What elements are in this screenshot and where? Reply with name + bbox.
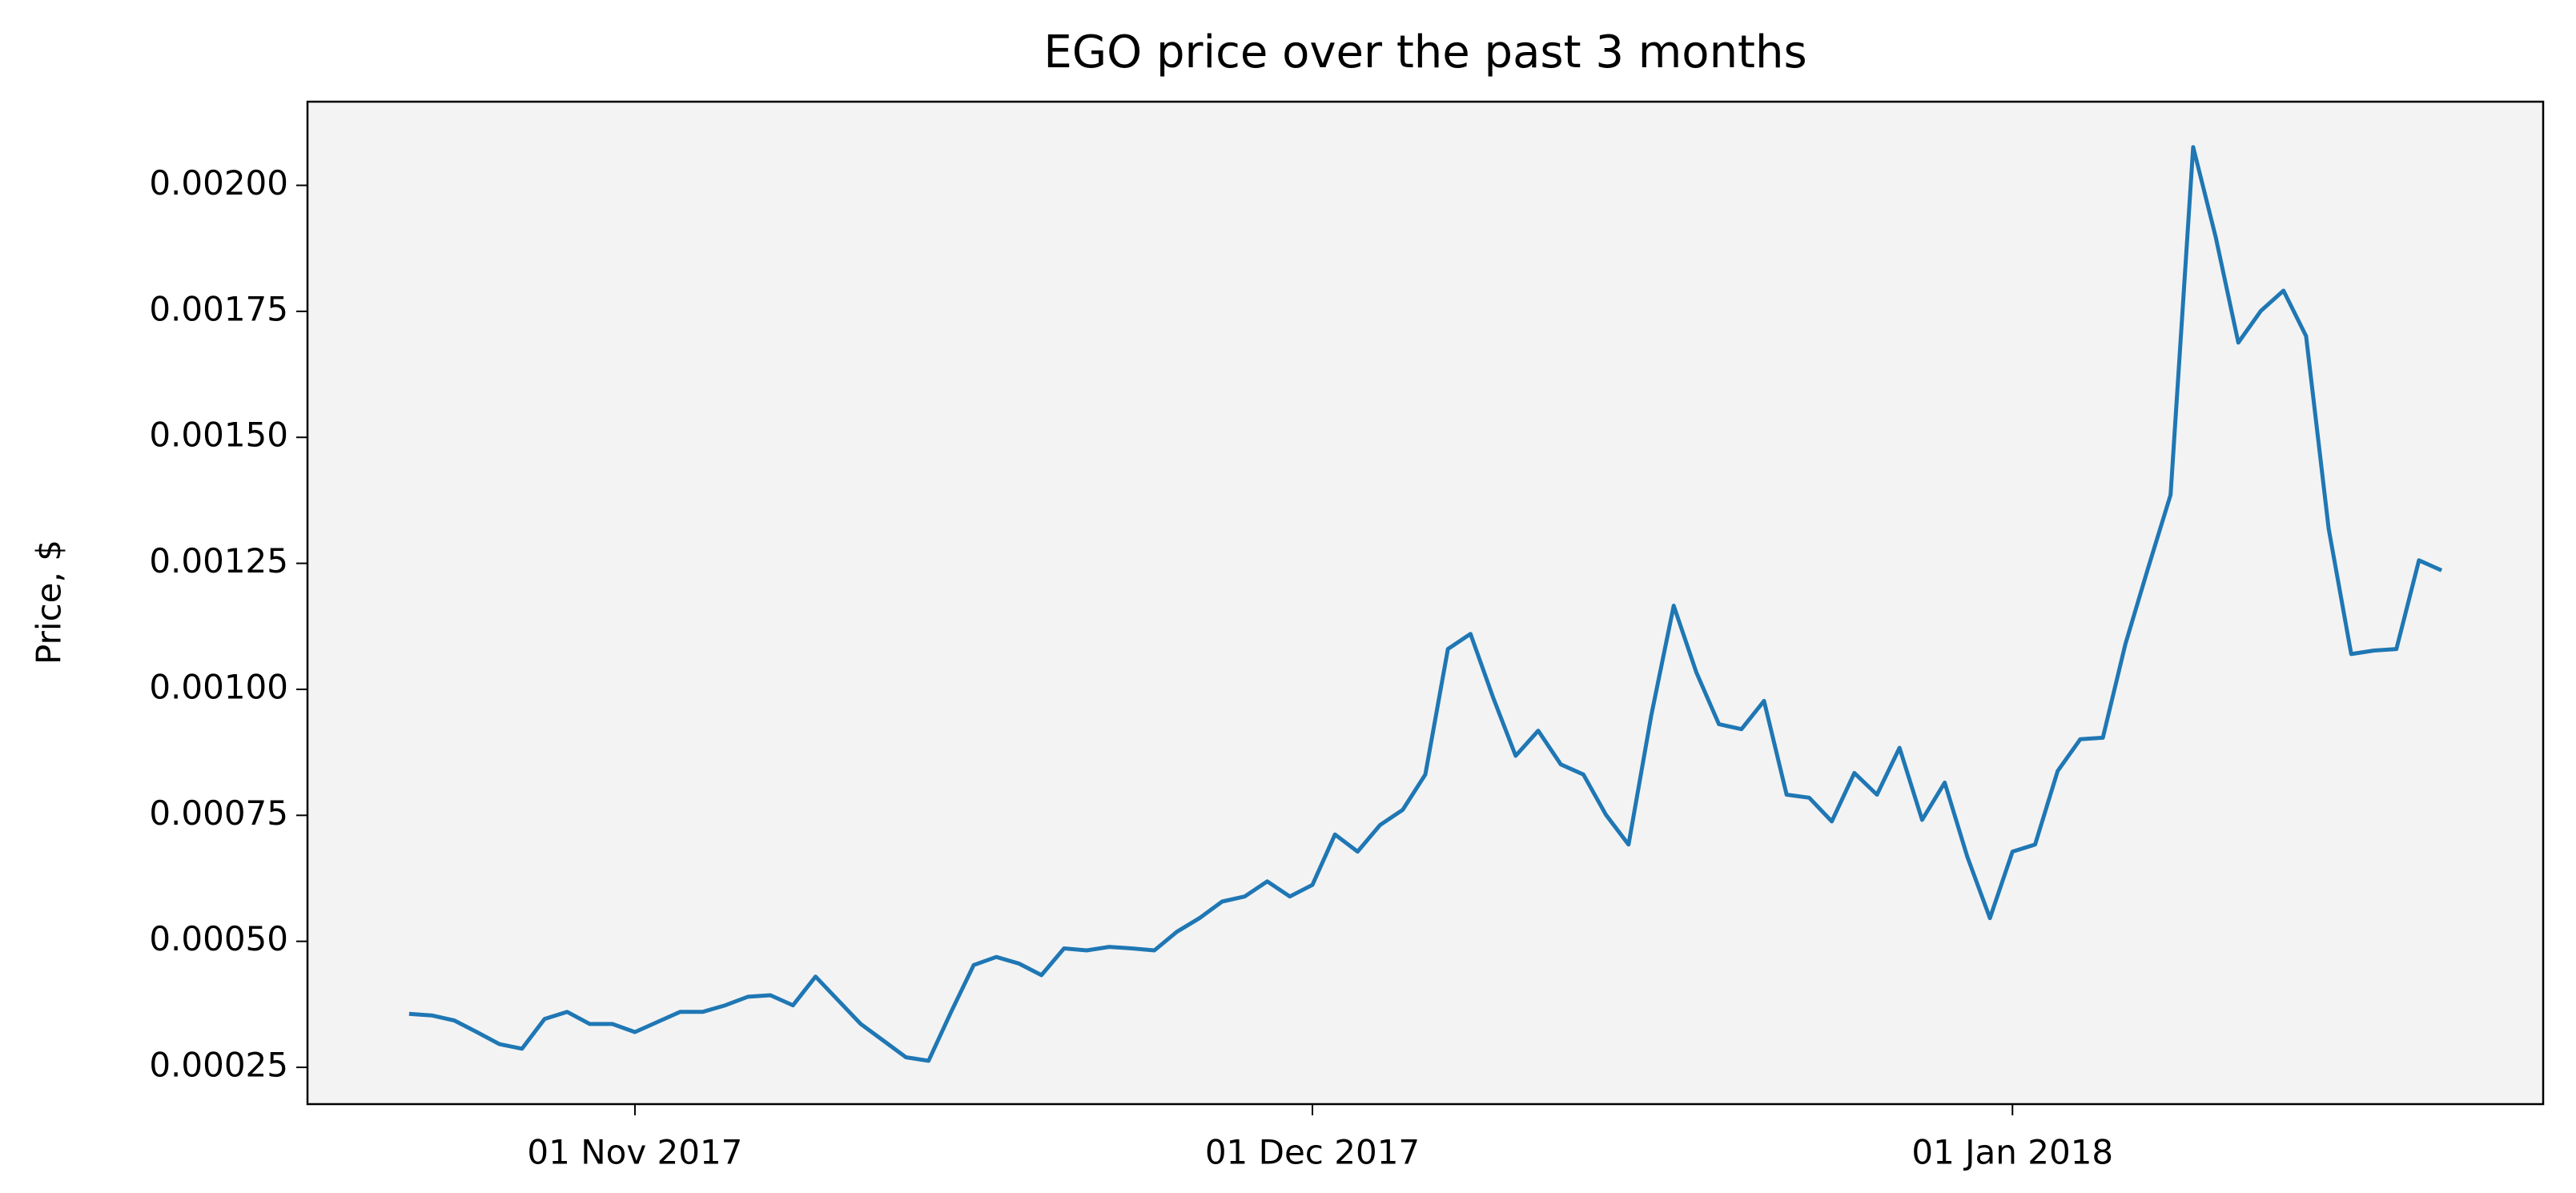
y-tick-label: 0.00100 (149, 667, 288, 706)
y-tick-label: 0.00050 (149, 919, 288, 958)
y-tick-label: 0.00200 (149, 163, 288, 203)
y-tick-label: 0.00175 (149, 289, 288, 328)
y-tick-label: 0.00150 (149, 416, 288, 455)
y-axis-label: Price, $ (30, 540, 69, 665)
x-tick-label: 01 Dec 2017 (1205, 1133, 1420, 1172)
y-tick-label: 0.00075 (149, 793, 288, 833)
price-line (408, 145, 2443, 1063)
plot-background (307, 102, 2543, 1104)
x-tick-label: 01 Nov 2017 (527, 1133, 742, 1172)
y-tick-label: 0.00125 (149, 541, 288, 580)
plot-frame (306, 100, 2545, 1106)
x-tick-label: 01 Jan 2018 (1911, 1133, 2113, 1172)
chart-title: EGO price over the past 3 months (1043, 26, 1806, 78)
y-tick-label: 0.00025 (149, 1046, 288, 1085)
